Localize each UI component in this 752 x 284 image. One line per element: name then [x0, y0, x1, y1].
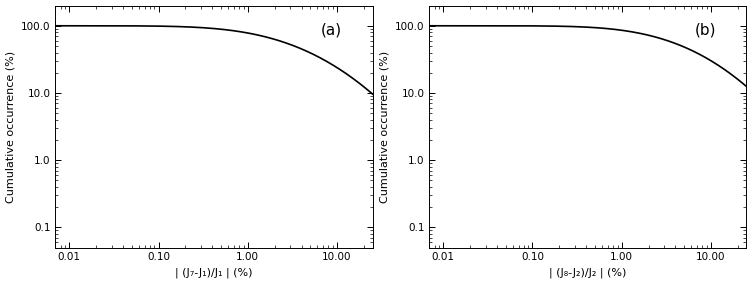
Y-axis label: Cumulative occurrence (%): Cumulative occurrence (%) [5, 51, 16, 202]
X-axis label: | (J₇-J₁)/J₁ | (%): | (J₇-J₁)/J₁ | (%) [175, 268, 253, 278]
Text: (a): (a) [321, 22, 342, 37]
X-axis label: | (J₈-J₂)/J₂ | (%): | (J₈-J₂)/J₂ | (%) [549, 268, 626, 278]
Y-axis label: Cumulative occurrence (%): Cumulative occurrence (%) [380, 51, 390, 202]
Text: (b): (b) [695, 22, 716, 37]
